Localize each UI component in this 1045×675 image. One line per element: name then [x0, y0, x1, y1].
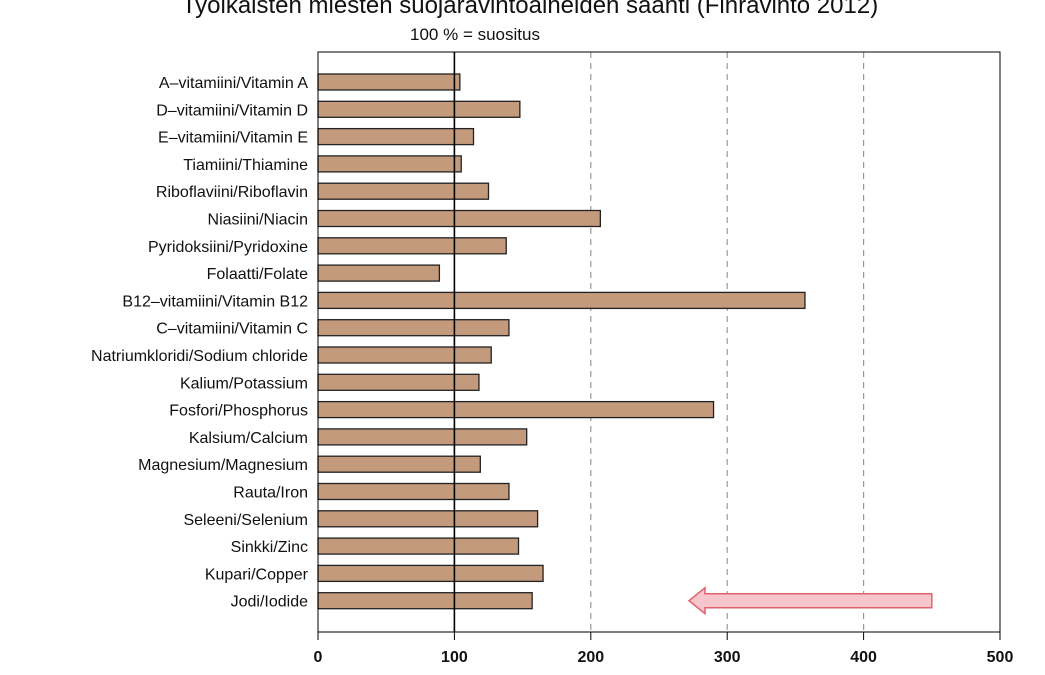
- bar: [317, 264, 441, 282]
- category-label: Folaatti/Folate: [207, 266, 308, 283]
- x-tick-label: 300: [714, 649, 741, 666]
- x-tick-label: 200: [577, 649, 604, 666]
- bar: [317, 209, 601, 228]
- category-label: B12–vitamiini/Vitamin B12: [122, 293, 308, 310]
- category-label: E–vitamiini/Vitamin E: [158, 130, 308, 147]
- category-label: Kupari/Copper: [205, 566, 309, 583]
- bar: [317, 100, 521, 118]
- x-tick-label: 100: [441, 649, 468, 666]
- bar: [317, 73, 461, 91]
- category-label: A–vitamiini/Vitamin A: [159, 75, 308, 92]
- category-labels: A–vitamiini/Vitamin A D–vitamiini/Vitamin…: [91, 75, 309, 611]
- category-label: D–vitamiini/Vitamin D: [156, 102, 308, 119]
- bar: [317, 319, 510, 337]
- category-label: Tiamiini/Thiamine: [183, 157, 308, 174]
- plot-frame: [317, 51, 1001, 633]
- bar: [317, 291, 806, 310]
- bar: [317, 592, 533, 610]
- category-label: Niasiini/Niacin: [208, 212, 308, 229]
- annotation-arrow: [687, 586, 933, 616]
- category-label: Kalium/Potassium: [180, 375, 308, 392]
- x-axis-ticks: 0 100 200 300 400 500: [314, 632, 1014, 666]
- bar: [317, 400, 715, 419]
- category-label: Magnesium/Magnesium: [138, 457, 308, 474]
- chart-title: Työikäisten miesten suojaravintoaineiden…: [181, 0, 879, 19]
- category-label: Fosfori/Phosphorus: [169, 403, 308, 420]
- category-label: C–vitamiini/Vitamin C: [156, 321, 308, 338]
- category-label: Sinkki/Zinc: [231, 539, 308, 556]
- category-label: Rauta/Iron: [233, 485, 308, 502]
- bar: [317, 237, 507, 255]
- bar: [317, 428, 528, 446]
- category-label: Seleeni/Selenium: [183, 512, 308, 529]
- category-label: Kalsium/Calcium: [189, 430, 308, 447]
- bar: [317, 510, 539, 528]
- x-tick-label: 0: [314, 649, 323, 666]
- bar: [317, 482, 510, 501]
- bars: [317, 52, 806, 632]
- bar: [317, 182, 490, 200]
- category-label: Natriumkloridi/Sodium chloride: [91, 348, 308, 365]
- annotation: [687, 586, 933, 616]
- bar: [317, 564, 544, 583]
- chart-subtitle: 100 % = suositus: [410, 25, 540, 44]
- bar: [317, 127, 475, 146]
- category-label: Riboflaviini/Riboflavin: [156, 184, 308, 201]
- grid-lines: [590, 52, 865, 632]
- x-tick-label: 400: [850, 649, 877, 666]
- category-label: Jodi/Iodide: [231, 594, 308, 611]
- bar: [317, 346, 492, 364]
- bar: [317, 455, 481, 473]
- category-label: Pyridoksiini/Pyridoxine: [148, 239, 308, 256]
- bar: [317, 155, 462, 173]
- x-tick-label: 500: [987, 649, 1014, 666]
- bar: [317, 537, 520, 555]
